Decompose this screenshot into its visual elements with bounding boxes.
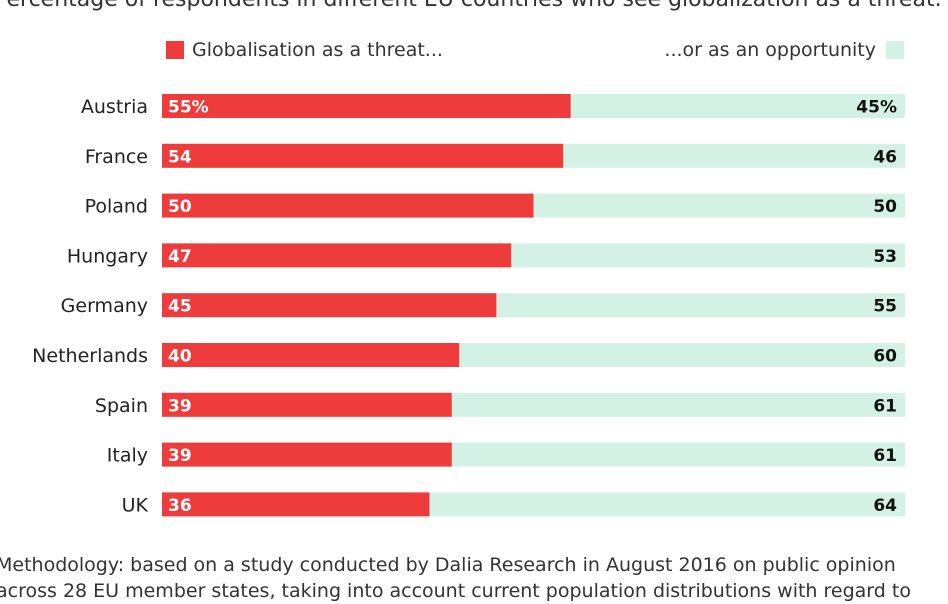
opportunity-value-label-hungary: 53 [873, 247, 897, 267]
methodology-note: Methodology: based on a study conducted … [0, 552, 948, 604]
bar-threat-uk [162, 492, 430, 517]
category-label-germany: Germany [61, 295, 148, 317]
opportunity-value-label-uk: 64 [873, 496, 897, 516]
category-label-austria: Austria [81, 96, 148, 118]
threat-value-label-poland: 50 [168, 197, 192, 217]
bar-threat-germany [162, 293, 497, 318]
chart-subtitle: Percentage of respondents in different E… [0, 0, 948, 14]
threat-value-label-uk: 36 [168, 496, 192, 516]
legend-opportunity: ...or as an opportunity [664, 37, 904, 63]
opportunity-value-label-germany: 55 [873, 297, 897, 317]
threat-value-label-netherlands: 40 [168, 347, 192, 367]
threat-value-label-germany: 45 [168, 297, 192, 317]
bar-threat-spain [162, 392, 452, 417]
category-label-france: France [85, 146, 148, 168]
opportunity-value-label-spain: 61 [873, 396, 897, 416]
threat-value-label-hungary: 47 [168, 247, 192, 267]
category-label-poland: Poland [85, 196, 148, 218]
threat-value-label-italy: 39 [168, 446, 192, 466]
legend-opportunity-label: ...or as an opportunity [664, 39, 876, 61]
bar-threat-poland [162, 193, 534, 218]
opportunity-value-label-austria: 45% [856, 98, 897, 118]
category-label-italy: Italy [107, 445, 148, 467]
bar-threat-austria [162, 94, 571, 118]
methodology-line-1: Methodology: based on a study conducted … [0, 554, 896, 576]
bar-threat-france [162, 143, 564, 168]
opportunity-value-label-italy: 61 [873, 446, 897, 466]
category-label-hungary: Hungary [67, 245, 148, 267]
legend-opportunity-swatch [886, 41, 904, 59]
methodology-line-2: across 28 EU member states, taking into … [0, 580, 911, 602]
opportunity-value-label-france: 46 [873, 147, 897, 167]
legend-threat-swatch [166, 41, 184, 59]
bar-threat-hungary [162, 243, 512, 268]
category-label-spain: Spain [95, 395, 148, 417]
threat-value-label-spain: 39 [168, 396, 192, 416]
legend-threat-label: Globalisation as a threat... [192, 39, 443, 61]
category-label-netherlands: Netherlands [32, 345, 148, 367]
opportunity-value-label-poland: 50 [873, 197, 897, 217]
threat-value-label-france: 54 [168, 147, 192, 167]
bar-threat-italy [162, 442, 452, 467]
legend-threat: Globalisation as a threat... [166, 37, 443, 63]
category-label-uk: UK [122, 494, 149, 516]
threat-value-label-austria: 55% [168, 98, 209, 118]
bar-threat-netherlands [162, 343, 460, 367]
opportunity-value-label-netherlands: 60 [873, 347, 897, 367]
